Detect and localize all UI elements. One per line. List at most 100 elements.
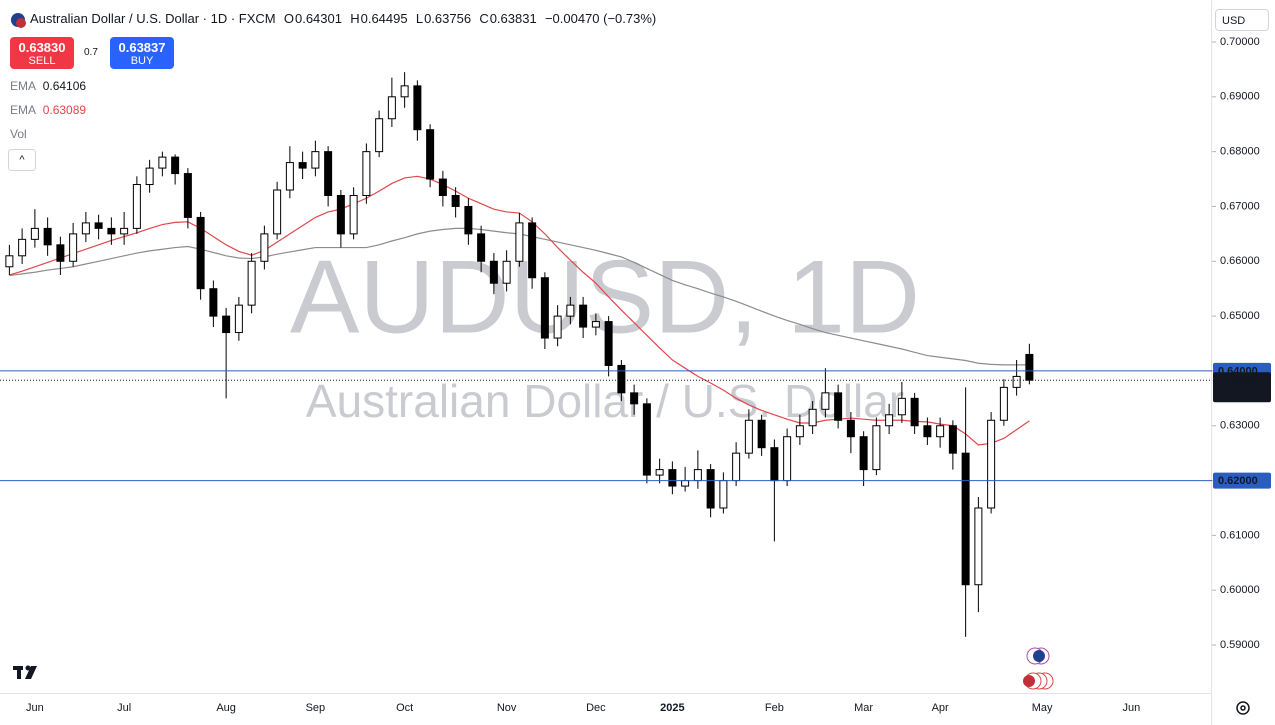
candle-body: [642, 403, 651, 476]
candle-body: [923, 425, 932, 438]
ohlc-value: 0.63831: [489, 11, 537, 26]
legend-item[interactable]: Vol: [10, 127, 27, 141]
legend-item[interactable]: EMA 0.64106: [10, 79, 86, 93]
candle-body: [349, 194, 358, 235]
legend-item[interactable]: EMA 0.63089: [10, 103, 86, 117]
candle-body: [196, 216, 205, 290]
x-tick-label: Jul: [117, 702, 131, 714]
candle-body: [260, 233, 269, 262]
candle-body: [285, 162, 294, 191]
candle-body: [502, 260, 511, 284]
candle-body: [999, 386, 1008, 421]
candle-body: [94, 222, 103, 229]
x-tick-label: May: [1032, 702, 1053, 714]
candle-body: [464, 205, 473, 235]
candle-body: [846, 419, 855, 438]
candle-body: [910, 397, 919, 427]
spread: 0.7: [84, 47, 98, 58]
sell-price: 0.63830: [18, 40, 66, 55]
candle-body: [56, 244, 65, 262]
candle-body: [132, 184, 141, 229]
watermark-subtitle: Australian Dollar / U.S. Dollar: [306, 375, 904, 427]
ohlc-value: 0.64495: [360, 11, 408, 26]
price-tag-label: 0.62000: [1218, 475, 1258, 487]
candle-body: [375, 118, 384, 153]
settings-icon[interactable]: [1236, 701, 1250, 715]
legend-name: EMA: [10, 79, 37, 93]
candle-body: [426, 129, 435, 180]
buy-label: BUY: [130, 55, 154, 67]
currency-button[interactable]: USD: [1215, 9, 1269, 31]
candle-body: [5, 255, 14, 268]
countdown-label: 02:31:35: [1218, 388, 1261, 400]
candle-body: [948, 425, 957, 454]
header: Australian Dollar / U.S. Dollar · 1D · F…: [30, 11, 657, 26]
y-tick-label: 0.66000: [1220, 255, 1260, 267]
candle-body: [1012, 375, 1021, 388]
x-tick-label: Nov: [497, 702, 517, 714]
candle-body: [400, 85, 409, 98]
y-tick-label: 0.68000: [1220, 146, 1260, 158]
candle-body: [681, 480, 690, 487]
candle-body: [668, 469, 677, 487]
candle-body: [107, 227, 116, 235]
tv-logo: [13, 665, 37, 679]
candle-body: [209, 288, 218, 317]
collapse-button[interactable]: ^: [8, 149, 36, 171]
y-tick-label: 0.65000: [1220, 310, 1260, 322]
candle-body: [987, 419, 996, 509]
x-tick-label: Feb: [765, 702, 784, 714]
ohlc-value: 0.63756: [424, 11, 472, 26]
candle-body: [604, 321, 613, 366]
symbol[interactable]: Australian Dollar / U.S. Dollar · 1D · F…: [30, 11, 276, 26]
candle-body: [617, 364, 626, 394]
candle-body: [413, 85, 422, 131]
candle-body: [30, 227, 39, 240]
candle-body: [732, 452, 741, 482]
buy-price: 0.63837: [118, 40, 166, 55]
candle-body: [655, 469, 664, 476]
y-tick-label: 0.67000: [1220, 200, 1260, 212]
y-tick-label: 0.60000: [1220, 584, 1260, 596]
candle-body: [936, 425, 945, 438]
ohlc-label: H: [350, 11, 360, 26]
ohlc-label: C: [479, 11, 489, 26]
candle-body: [18, 238, 27, 257]
sell-label: SELL: [28, 55, 56, 67]
candle-body: [171, 156, 180, 175]
candle-body: [757, 419, 766, 449]
x-tick-label: 2025: [660, 702, 684, 714]
candle-body: [451, 194, 460, 207]
candle-body: [222, 315, 231, 334]
candle-body: [120, 227, 129, 235]
candle-body: [362, 151, 371, 196]
candle-body: [183, 173, 192, 218]
price-tag-label: 0.63831: [1218, 375, 1258, 387]
x-tick-label: Dec: [586, 702, 606, 714]
buy-button[interactable]: 0.63837 BUY: [110, 37, 174, 69]
y-tick-label: 0.61000: [1220, 529, 1260, 541]
candle-body: [897, 397, 906, 416]
candle-body: [43, 227, 52, 246]
candle-body: [273, 189, 282, 235]
sell-button[interactable]: 0.63830 SELL: [10, 37, 74, 69]
candle-body: [961, 452, 970, 586]
candle-body: [324, 151, 333, 196]
candle-body: [872, 425, 881, 471]
event-flags[interactable]: [1023, 647, 1054, 690]
price-tag: [1213, 372, 1271, 403]
candle-body: [145, 167, 154, 186]
x-tick-label: Mar: [854, 702, 873, 714]
candle-body: [553, 315, 562, 339]
candle-body: [693, 469, 702, 482]
y-tick-label: 0.59000: [1220, 639, 1260, 651]
candles: [5, 72, 1034, 637]
x-tick-label: Jun: [1123, 702, 1141, 714]
candle-body: [579, 304, 588, 328]
y-tick-label: 0.63000: [1220, 420, 1260, 432]
candle-body: [821, 392, 830, 410]
x-tick-label: Oct: [396, 702, 413, 714]
price-tag: [1213, 472, 1271, 489]
